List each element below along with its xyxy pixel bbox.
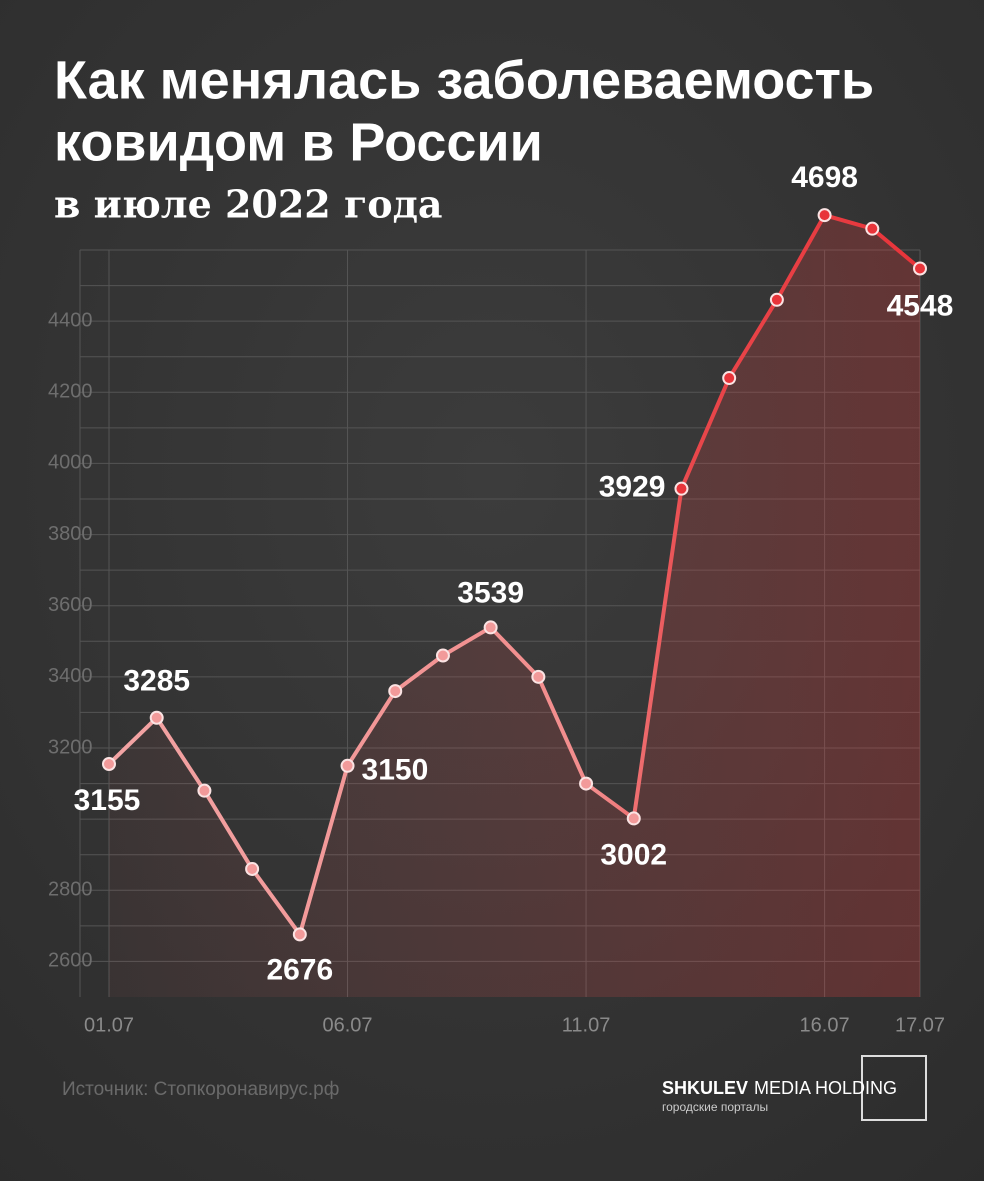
logo-name: SHKULEV: [662, 1078, 748, 1098]
point: [769, 292, 784, 307]
value-label: 3150: [362, 754, 429, 787]
point: [483, 620, 498, 635]
point: [722, 371, 737, 386]
value-label: 3155: [74, 784, 141, 817]
value-label: 4548: [887, 289, 954, 322]
point: [292, 927, 307, 942]
point: [102, 757, 116, 772]
logo: SHKULEV MEDIA HOLDING: [662, 1078, 897, 1098]
y-tick-label: 2800: [48, 879, 93, 901]
point: [340, 758, 355, 773]
source: Источник: Стопкоронавирус.рф: [62, 1079, 339, 1100]
chart-title: Как менялась заболеваемость: [54, 50, 874, 110]
y-tick-label: 4000: [48, 452, 93, 474]
point: [435, 648, 450, 663]
point: [865, 221, 880, 236]
y-tick-label: 4400: [48, 309, 93, 331]
y-tick-label: 3800: [48, 523, 93, 545]
chart-title: ковидом в России: [54, 112, 543, 172]
value-label: 3539: [457, 576, 524, 609]
point: [579, 776, 594, 791]
value-label: 3002: [600, 838, 667, 871]
value-label: 3285: [123, 665, 190, 698]
y-tick-label: 3400: [48, 665, 93, 687]
point: [388, 684, 403, 699]
point: [817, 208, 832, 223]
x-tick-label: 01.07: [84, 1014, 134, 1036]
point: [197, 783, 212, 798]
y-tick-label: 3200: [48, 736, 93, 758]
x-tick-label: 06.07: [322, 1014, 372, 1036]
y-tick-label: 2600: [48, 950, 93, 972]
point: [626, 811, 641, 826]
chart-subtitle: в июле 2022 года: [54, 182, 443, 227]
x-tick-label: 17.07: [895, 1014, 945, 1036]
y-tick-label: 3600: [48, 594, 93, 616]
logo-frame: [861, 1055, 927, 1121]
y-tick-label: 4200: [48, 381, 93, 403]
line: [107, 213, 922, 937]
x-tick-label: 11.07: [562, 1014, 611, 1036]
point: [149, 710, 164, 725]
point: [913, 261, 927, 276]
x-tick-label: 16.07: [800, 1014, 850, 1036]
logo-tagline: городские порталы: [662, 1100, 768, 1114]
value-label: 2676: [266, 953, 333, 986]
point: [245, 861, 260, 876]
point: [531, 669, 546, 684]
value-label: 4698: [791, 161, 858, 194]
point: [674, 481, 689, 496]
logo-text: MEDIA HOLDING: [754, 1078, 897, 1098]
value-label: 3929: [599, 471, 666, 504]
